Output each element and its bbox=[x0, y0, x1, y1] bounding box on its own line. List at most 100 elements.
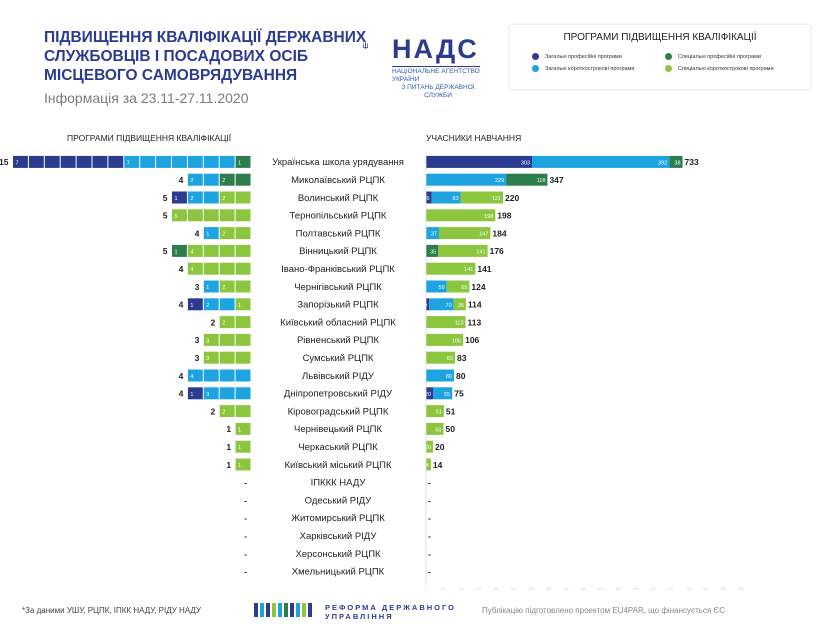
program-cell bbox=[235, 316, 251, 329]
axis-tick-label: 900 bbox=[738, 587, 744, 591]
participant-total-label: 14 bbox=[433, 460, 443, 470]
axis-tick-label: 450 bbox=[581, 587, 587, 591]
chart-row: 1 1 Черкаський РЦПК 20 20 bbox=[226, 440, 445, 453]
program-total-label: 4 bbox=[179, 389, 184, 399]
program-cell bbox=[219, 316, 235, 329]
chart-row: 1 2 2 5 Волинський РЦПК 16 83 121 220 bbox=[163, 191, 519, 204]
program-cell bbox=[203, 262, 219, 275]
program-cell bbox=[219, 298, 235, 311]
institution-name: Київський обласний РЦПК bbox=[280, 317, 396, 328]
program-cell bbox=[28, 155, 44, 168]
participant-segment bbox=[460, 191, 503, 204]
participant-segment-label: 141 bbox=[464, 267, 473, 273]
participant-total-label: 124 bbox=[471, 282, 485, 292]
institution-name: Українська школа урядування bbox=[272, 157, 404, 168]
axis-tick-label: 350 bbox=[546, 587, 552, 591]
participant-total-label: - bbox=[428, 549, 431, 559]
participant-segment-label: 121 bbox=[492, 196, 501, 202]
participant-segment bbox=[426, 369, 454, 382]
institution-name: Чернігівський РЦПК bbox=[294, 282, 382, 293]
chart-row: 1 4 5 Вінницький РЦПК 35 141 176 bbox=[163, 244, 504, 257]
axis-tick-label: 300 bbox=[528, 587, 534, 591]
participant-total-label: 114 bbox=[468, 300, 482, 310]
reform-bars-icon bbox=[254, 603, 314, 621]
participant-segment-label: 59 bbox=[439, 285, 445, 291]
page-subtitle: Інформація за 23.11-27.11.2020 bbox=[44, 90, 249, 106]
participant-total-label: 176 bbox=[490, 246, 504, 256]
axis-tick-label: 850 bbox=[721, 587, 727, 591]
participant-segment bbox=[426, 155, 533, 168]
axis-tick-label: 200 bbox=[493, 587, 499, 591]
participant-total-label: - bbox=[428, 531, 431, 541]
institution-name: Рівненський РЦПК bbox=[297, 335, 380, 346]
chart-row: 2 2 Київський обласний РЦПК 113 113 bbox=[210, 316, 482, 329]
program-cell bbox=[172, 209, 187, 222]
participant-segment bbox=[433, 387, 453, 400]
program-cell bbox=[219, 191, 235, 204]
participant-total-label: 80 bbox=[456, 371, 466, 381]
program-cell bbox=[235, 405, 251, 418]
program-cell-label: 1 bbox=[238, 303, 241, 309]
program-cell-label: 1 bbox=[175, 196, 178, 202]
institution-name: Хмельницький РЦПК bbox=[292, 567, 385, 578]
program-cell-label: 1 bbox=[190, 392, 193, 398]
participant-total-label: 75 bbox=[454, 389, 464, 399]
institution-name: Черкаський РЦПК bbox=[298, 442, 378, 453]
program-cell bbox=[235, 458, 251, 471]
axis-tick-label: 150 bbox=[476, 587, 482, 591]
program-cell-label: 3 bbox=[206, 392, 209, 398]
program-cell-label: 1 bbox=[238, 427, 241, 433]
program-cell-label: 3 bbox=[206, 338, 209, 344]
reform-line-2: УПРАВЛІННЯ bbox=[325, 612, 394, 621]
legend-label: Загальні короткострокові програми bbox=[545, 65, 635, 72]
program-cell bbox=[187, 369, 203, 382]
participant-segment bbox=[426, 387, 433, 400]
program-cell bbox=[203, 209, 219, 222]
axis-tick-label: 500 bbox=[598, 587, 604, 591]
program-cell bbox=[203, 173, 219, 186]
program-cell bbox=[235, 351, 251, 364]
participant-segment-label: 16 bbox=[423, 196, 429, 202]
program-cell bbox=[219, 405, 235, 418]
program-total-label: 5 bbox=[163, 193, 168, 203]
participant-segment bbox=[669, 155, 683, 168]
program-cell bbox=[219, 173, 235, 186]
program-cell-label: 2 bbox=[190, 196, 193, 202]
program-total-label: 4 bbox=[179, 175, 184, 185]
program-cell-label: 3 bbox=[206, 356, 209, 362]
participant-segment-label: 106 bbox=[452, 338, 461, 344]
program-cell-label: 5 bbox=[175, 214, 178, 220]
program-total-label: - bbox=[244, 495, 247, 505]
participant-segment-label: 38 bbox=[674, 160, 680, 166]
program-cell-label: 1 bbox=[206, 285, 209, 291]
program-cell bbox=[187, 298, 203, 311]
program-cell bbox=[203, 244, 219, 257]
program-total-label: - bbox=[244, 513, 247, 523]
institution-name: Івано-Франківський РЦПК bbox=[281, 264, 395, 275]
chart: ПРОГРАМИ ПІДВИЩЕННЯ КВАЛІФІКАЦІЇ УЧАСНИК… bbox=[0, 133, 744, 591]
axis-tick-label: 400 bbox=[563, 587, 569, 591]
participant-total-label: - bbox=[428, 513, 431, 523]
legend-label: Загальні професійні програми bbox=[545, 53, 622, 60]
logo-divider bbox=[392, 66, 480, 67]
institution-name: Полтавський РЦПК bbox=[296, 228, 381, 239]
program-cell bbox=[219, 227, 235, 240]
program-cell bbox=[60, 155, 76, 168]
program-cell-label: 1 bbox=[175, 249, 178, 255]
program-total-label: 5 bbox=[163, 211, 168, 221]
legend-label: Спеціальні професійні програми bbox=[678, 53, 761, 60]
institution-name: Чернівецький РЦПК bbox=[294, 424, 382, 435]
participant-segment-label: 20 bbox=[425, 392, 431, 398]
participant-segment bbox=[426, 227, 439, 240]
program-cell bbox=[203, 227, 219, 240]
participant-segment bbox=[438, 244, 488, 257]
program-cell bbox=[219, 209, 235, 222]
chart-row: 33 Сумський РЦПК 83 83 bbox=[195, 351, 467, 364]
program-total-label: - bbox=[244, 549, 247, 559]
program-cell-label: 2 bbox=[222, 410, 225, 416]
program-cell bbox=[172, 155, 187, 168]
institution-name: Харківський РІДУ bbox=[300, 531, 378, 542]
participant-segment bbox=[438, 227, 491, 240]
program-cell-label: 2 bbox=[222, 232, 225, 238]
